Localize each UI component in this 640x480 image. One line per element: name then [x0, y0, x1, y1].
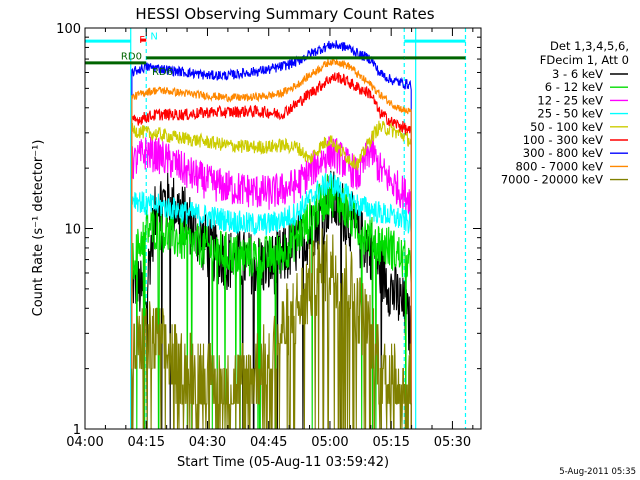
legend-entry-5: 50 - 100 keV [530, 120, 603, 134]
x-tick-label-5: 05:15 [372, 435, 409, 450]
y-axis-label: Count Rate (s⁻¹ detector⁻¹) [31, 140, 46, 317]
x-tick-label-0: 04:00 [66, 435, 103, 450]
series-line-4 [131, 171, 412, 429]
legend-header-line-2: FDecim 1, Att 0 [540, 53, 629, 67]
annotation-n: N [150, 31, 157, 42]
legend-entry-7: 300 - 800 keV [523, 146, 603, 160]
legend-entry-8: 800 - 7000 keV [515, 159, 603, 173]
x-tick-label-2: 04:30 [189, 435, 226, 450]
series-line-3 [131, 133, 412, 429]
legend-entry-9: 7000 - 20000 keV [501, 173, 603, 187]
annotation-rd0: RD0 [121, 51, 142, 62]
chart-title: HESSI Observing Summary Count Rates [135, 5, 434, 23]
timestamp: 5-Aug-2011 05:35 [559, 467, 636, 477]
y-tick-label-2: 100 [56, 22, 81, 37]
series-line-2 [131, 174, 412, 430]
x-tick-label-3: 04:45 [250, 435, 287, 450]
legend-entry-4: 25 - 50 keV [537, 107, 603, 121]
plot-area: F RD0 RD6 N [85, 28, 467, 430]
x-tick-label-6: 05:30 [434, 435, 471, 450]
legend-entry-3: 12 - 25 keV [537, 93, 603, 107]
series-line-7 [131, 40, 412, 429]
series-line-8 [131, 57, 412, 429]
plot-frame [84, 27, 482, 430]
series-line-9 [131, 228, 412, 430]
series-line-6 [131, 72, 412, 429]
y-axis-ticks: 1 10 100 [56, 22, 481, 438]
x-axis-label: Start Time (05-Aug-11 03:59:42) [177, 455, 389, 470]
series-line-5 [131, 120, 412, 429]
annotation-f: F [139, 35, 145, 46]
x-axis-ticks: 04:00 04:15 04:30 04:45 05:00 05:15 05:30 [66, 28, 474, 450]
y-tick-label-1: 10 [64, 223, 81, 238]
y-tick-label-0: 1 [73, 423, 81, 438]
x-tick-label-4: 05:00 [311, 435, 348, 450]
x-tick-label-1: 04:15 [128, 435, 165, 450]
legend-entry-2: 6 - 12 keV [545, 80, 603, 94]
annotation-rd6: RD6 [152, 67, 173, 78]
legend-header-line-1: Det 1,3,4,5,6, [550, 39, 629, 53]
legend-entry-1: 3 - 6 keV [552, 67, 603, 81]
legend-entry-6: 100 - 300 keV [523, 133, 603, 147]
legend: Det 1,3,4,5,6, FDecim 1, Att 0 3 - 6 keV… [501, 39, 629, 187]
